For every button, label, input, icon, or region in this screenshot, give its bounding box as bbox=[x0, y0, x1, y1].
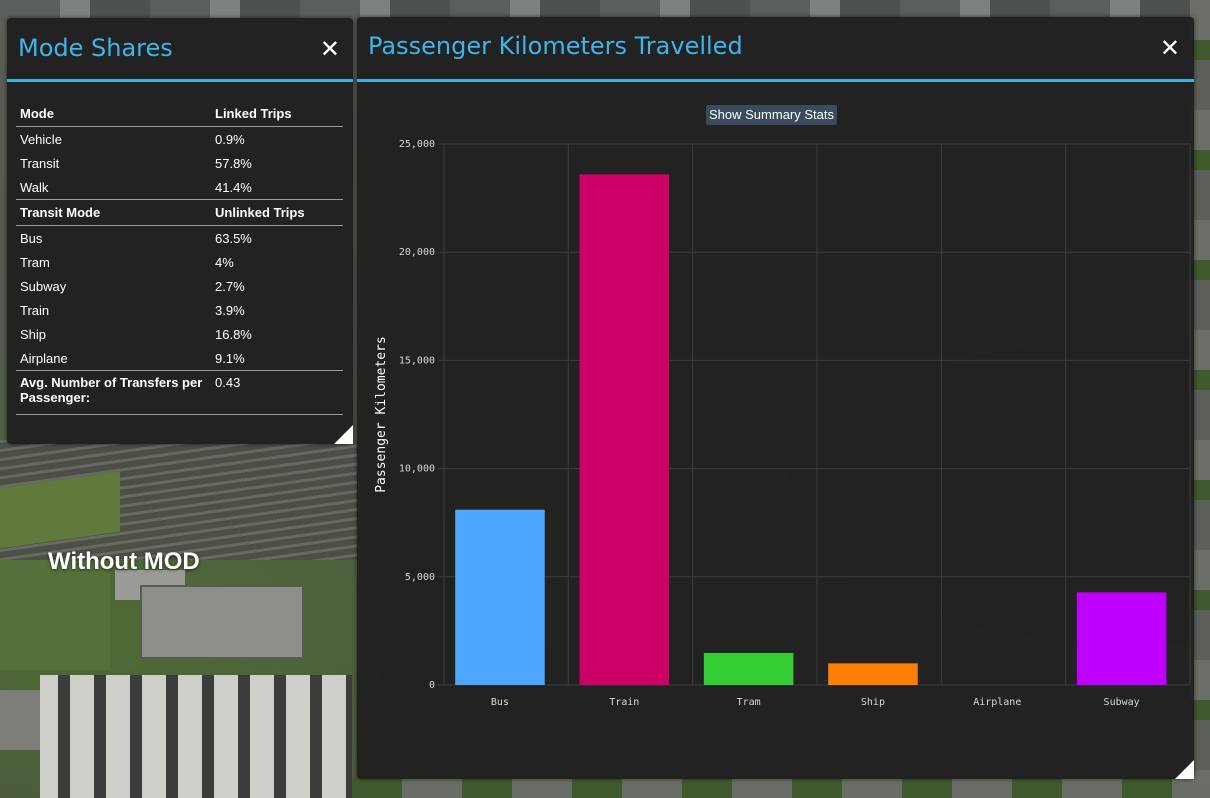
mode-shares-close-icon[interactable]: ✕ bbox=[319, 35, 340, 63]
transit-mode-label: Airplane bbox=[20, 350, 68, 366]
city-buildings-top bbox=[0, 0, 1210, 18]
mode-value: 57.8% bbox=[215, 155, 252, 171]
x-tick-label: Bus bbox=[491, 697, 509, 708]
transit-mode-value: 4% bbox=[215, 254, 234, 270]
mode-shares-title: Mode Shares bbox=[18, 34, 173, 62]
x-tick-label: Subway bbox=[1104, 697, 1140, 708]
scenario-label: Without MOD bbox=[48, 548, 200, 575]
transit-mode-value: 9.1% bbox=[215, 350, 245, 366]
pkt-bar-chart: 0 5,000 10,000 15,000 20,000 25,000 Passenger … bbox=[374, 139, 1191, 708]
table-row: Ship 16.8% bbox=[16, 322, 343, 346]
transfers-row: Avg. Number of Transfers per Passenger: … bbox=[16, 371, 343, 415]
y-tick-label: 25,000 bbox=[399, 139, 435, 150]
table-row: Bus 63.5% bbox=[16, 226, 343, 250]
transit-mode-column-header: Transit Mode bbox=[20, 205, 101, 220]
transit-mode-value: 16.8% bbox=[215, 326, 252, 342]
mode-shares-table: Mode Linked Trips Vehicle 0.9% Transit 5… bbox=[16, 101, 343, 415]
show-summary-stats-button[interactable]: Show Summary Stats bbox=[706, 105, 837, 125]
y-tick-label: 20,000 bbox=[399, 247, 435, 258]
bar-subway bbox=[1076, 592, 1167, 685]
building-roof bbox=[140, 585, 304, 659]
transit-mode-value: 2.7% bbox=[215, 278, 245, 294]
city-right-edge bbox=[1190, 0, 1210, 798]
table-row: Subway 2.7% bbox=[16, 274, 343, 298]
pkt-resize-handle[interactable] bbox=[1175, 760, 1194, 779]
transit-mode-label: Tram bbox=[20, 254, 50, 270]
y-tick-label: 5,000 bbox=[405, 572, 435, 583]
table-row: Transit 57.8% bbox=[16, 151, 343, 175]
table-row: Tram 4% bbox=[16, 250, 343, 274]
mode-value: 0.9% bbox=[215, 131, 245, 147]
x-tick-label: Ship bbox=[861, 697, 885, 708]
city-bottom-edge bbox=[352, 778, 1210, 798]
transit-mode-value: 3.9% bbox=[215, 302, 245, 318]
linked-trips-column-header: Linked Trips bbox=[215, 106, 292, 121]
grass-area-lower bbox=[0, 560, 110, 670]
table-row: Walk 41.4% bbox=[16, 175, 343, 200]
mode-label: Walk bbox=[20, 179, 49, 195]
bar-airplane bbox=[952, 684, 1043, 686]
bar-train bbox=[579, 174, 670, 685]
depot-roof bbox=[40, 675, 352, 798]
mode-shares-resize-handle[interactable] bbox=[334, 425, 353, 444]
table-row: Vehicle 0.9% bbox=[16, 127, 343, 151]
building-roof-edge bbox=[0, 690, 40, 750]
x-tick-label: Train bbox=[609, 697, 639, 708]
transit-mode-label: Bus bbox=[20, 230, 43, 246]
pkt-panel[interactable]: Passenger Kilometers Travelled ✕ Show Su… bbox=[357, 17, 1194, 779]
pkt-title: Passenger Kilometers Travelled bbox=[368, 32, 743, 60]
mode-label: Vehicle bbox=[20, 131, 62, 147]
table-row: Airplane 9.1% bbox=[16, 346, 343, 371]
pkt-close-icon[interactable]: ✕ bbox=[1159, 34, 1180, 62]
y-tick-label: 0 bbox=[429, 680, 435, 691]
transfers-value: 0.43 bbox=[215, 375, 241, 390]
table-row: Train 3.9% bbox=[16, 298, 343, 322]
mode-header-row: Mode Linked Trips bbox=[16, 101, 343, 127]
transit-mode-header-row: Transit Mode Unlinked Trips bbox=[16, 200, 343, 226]
bar-bus bbox=[455, 509, 545, 685]
transfers-label: Avg. Number of Transfers per Passenger: bbox=[20, 375, 203, 405]
bar-ship bbox=[828, 663, 918, 685]
y-tick-label: 10,000 bbox=[399, 464, 435, 475]
mode-shares-header[interactable]: Mode Shares ✕ bbox=[7, 18, 353, 82]
y-tick-label: 15,000 bbox=[399, 355, 435, 366]
mode-column-header: Mode bbox=[20, 106, 54, 121]
transit-mode-label: Ship bbox=[20, 326, 47, 342]
transit-mode-label: Subway bbox=[20, 278, 67, 294]
bar-tram bbox=[703, 652, 794, 685]
y-axis-label: Passenger Kilometers bbox=[374, 336, 389, 493]
mode-label: Transit bbox=[20, 155, 60, 171]
mode-value: 41.4% bbox=[215, 179, 252, 195]
transit-mode-value: 63.5% bbox=[215, 230, 252, 246]
x-tick-label: Tram bbox=[737, 697, 761, 708]
unlinked-trips-column-header: Unlinked Trips bbox=[215, 205, 305, 220]
mode-shares-panel[interactable]: Mode Shares ✕ Mode Linked Trips Vehicle … bbox=[7, 18, 353, 444]
pkt-header[interactable]: Passenger Kilometers Travelled ✕ bbox=[357, 17, 1194, 82]
x-tick-label: Airplane bbox=[973, 697, 1021, 708]
transit-mode-label: Train bbox=[20, 302, 50, 318]
